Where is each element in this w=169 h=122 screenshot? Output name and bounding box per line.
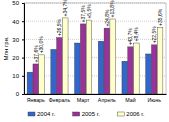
tick-label: 40: [12, 19, 19, 25]
legend-label: 2004 г.: [37, 111, 55, 117]
annotations: +37,6%+30,0%+26,5%+34,7%+37,5%+5,5%+24,8…: [33, 0, 163, 62]
tick-label: Март: [77, 97, 90, 103]
bar: [110, 19, 116, 94]
grid: [24, 3, 166, 94]
annotation: +34,7%: [62, 0, 68, 16]
annotation: +22,5%: [151, 26, 157, 44]
tick-label: Апрель: [98, 97, 116, 103]
tick-mark: [22, 39, 24, 40]
bar: [27, 72, 33, 94]
bar: [157, 27, 163, 94]
annotation: +8,4%: [133, 27, 139, 42]
bar: [75, 43, 81, 94]
legend-item: 2006 г.: [117, 111, 144, 117]
tick: 20: [12, 55, 24, 61]
legend-swatch: [117, 112, 124, 116]
bar: [128, 47, 134, 94]
x-axis: Январь Февраль Март Апрель Май Июнь: [25, 94, 167, 103]
tick-label: 50: [12, 0, 19, 6]
bar: [134, 43, 140, 94]
tick-label: 20: [12, 55, 19, 61]
annotation: +13,8%: [109, 0, 115, 18]
annotation: +26,5%: [56, 18, 62, 36]
y-axis-title: Млн грн.: [3, 36, 9, 60]
tick: Апрель: [98, 94, 116, 103]
annotation: +5,5%: [86, 4, 92, 19]
tick-label: Февраль: [49, 97, 71, 103]
grid-line: [24, 21, 166, 22]
bar: [63, 18, 69, 94]
legend-item: 2004 г.: [28, 111, 55, 117]
grid-line: [24, 75, 166, 76]
chart: 0 10 20 30 40 50 Январь Февраль Март Апрель Май Июн…: [0, 0, 169, 122]
bar: [104, 28, 110, 94]
tick-label: 30: [12, 37, 19, 43]
legend-swatch: [28, 112, 35, 116]
plot-frame: [24, 3, 166, 94]
legend-label: 2006 г.: [126, 111, 144, 117]
tick: 10: [12, 73, 24, 79]
tick: 50: [12, 0, 24, 6]
bar: [151, 45, 157, 94]
tick: 40: [12, 19, 24, 25]
tick-label: 10: [12, 73, 19, 79]
legend-label: 2005 г.: [82, 111, 100, 117]
legend: 2004 г. 2005 г. 2006 г.: [28, 111, 145, 117]
plot: 0 10 20 30 40 50 Январь Февраль Март Апрель Май Июн…: [12, 0, 166, 103]
tick-label: Январь: [27, 97, 45, 103]
bar: [80, 24, 86, 94]
grid-line: [24, 39, 166, 40]
bar: [39, 55, 45, 94]
tick-label: 0: [16, 91, 20, 97]
tick: Март: [77, 94, 90, 103]
bar: [51, 49, 57, 94]
tick-label: Май: [125, 97, 135, 103]
bar: [33, 64, 39, 94]
tick-label: Июнь: [148, 97, 162, 103]
bar: [146, 54, 152, 94]
x-axis-line: [25, 94, 167, 95]
annotation: +35,6%: [157, 8, 163, 26]
tick: Июнь: [148, 94, 162, 103]
bars: [27, 18, 163, 94]
y-axis: 0 10 20 30 40 50: [12, 0, 24, 97]
bar: [57, 38, 63, 94]
bar: [86, 20, 92, 94]
grid-line: [24, 94, 166, 95]
legend-swatch: [73, 112, 80, 116]
grid-line: [24, 57, 166, 58]
tick: Январь: [27, 94, 45, 103]
tick-mark: [22, 21, 24, 22]
bar: [98, 41, 104, 94]
tick: 0: [16, 91, 24, 97]
tick: 30: [12, 37, 24, 43]
annotation: +30,0%: [38, 36, 44, 54]
tick: Февраль: [49, 94, 71, 103]
tick-mark: [22, 3, 24, 4]
tick-mark: [22, 58, 24, 59]
legend-item: 2005 г.: [73, 111, 100, 117]
y-axis-line: [22, 4, 25, 95]
tick-mark: [22, 94, 24, 95]
tick-mark: [22, 76, 24, 77]
bar: [122, 61, 128, 94]
tick: Май: [125, 94, 135, 103]
